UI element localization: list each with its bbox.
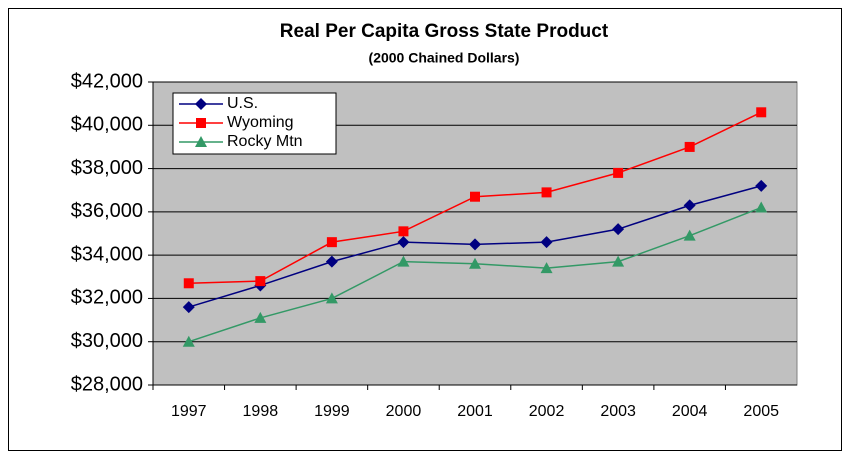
marker [469,257,481,269]
y-tick-label: $34,000 [71,243,143,265]
marker [254,311,267,323]
y-tick-label: $30,000 [71,330,143,352]
marker [255,276,266,287]
marker [398,226,409,237]
legend: U.S. Wyoming Rocky Mtn [172,92,337,155]
marker [756,107,767,118]
x-tick-label: 2002 [529,403,565,420]
y-tick-label: $32,000 [71,287,143,309]
marker [683,199,696,212]
x-tick-label: 2000 [386,403,422,420]
marker [540,236,553,249]
marker [469,238,481,251]
marker [397,255,410,267]
marker [325,255,338,268]
marker [683,229,696,241]
marker [755,179,768,192]
y-tick-label: $42,000 [71,70,143,92]
marker [182,301,195,314]
marker [612,255,625,267]
marker [195,98,207,110]
marker [755,201,768,213]
marker [684,141,695,152]
y-tick-label: $36,000 [71,200,143,222]
x-tick-label: 1999 [314,403,350,420]
x-tick-label: 2005 [743,403,779,420]
chart-subtitle: (2000 Chained Dollars) [369,50,520,66]
marker [612,223,625,236]
y-tick-label: $28,000 [71,373,143,395]
marker [183,278,194,289]
grid: $28,000 $30,000 $32,000 $34,000 $36,000 $38,0… [71,70,797,420]
marker [195,136,207,147]
y-tick-label: $38,000 [71,157,143,179]
marker [397,236,410,249]
marker [540,262,553,274]
marker [182,335,195,347]
legend-label: Rocky Mtn [227,133,303,150]
x-tick-label: 1998 [243,403,279,420]
marker [470,191,480,202]
legend-label: Wyoming [227,114,294,131]
lines [182,107,768,347]
marker [541,187,552,198]
marker [325,292,338,304]
legend-label: U.S. [227,95,258,112]
marker [326,237,337,248]
y-tick-label: $40,000 [71,114,143,136]
x-tick-label: 2004 [672,403,708,420]
x-tick-label: 2003 [600,403,636,420]
marker [613,167,624,178]
chart-title: Real Per Capita Gross State Product [280,21,609,42]
x-tick-label: 1997 [171,403,207,420]
x-tick-label: 2001 [457,403,493,420]
marker [196,118,206,128]
